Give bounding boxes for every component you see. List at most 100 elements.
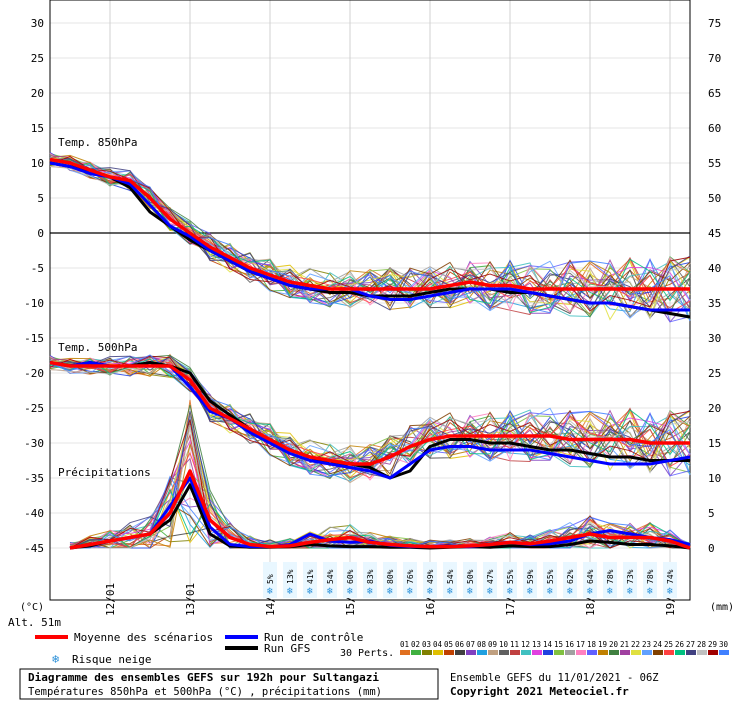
left-tick-label: -10 — [24, 297, 44, 310]
snow-risk-value: 41% — [306, 569, 315, 584]
pert-color-swatch — [543, 650, 553, 655]
pert-color-swatch — [576, 650, 586, 655]
legend-perts-label: 30 Perts. — [340, 648, 394, 659]
snow-risk-cell — [623, 562, 637, 598]
snow-risk-value: 59% — [526, 569, 535, 584]
right-tick-label: 60 — [708, 122, 721, 135]
left-tick-label: -15 — [24, 332, 44, 345]
pert-color-swatch — [532, 650, 542, 655]
pert-color-swatch — [455, 650, 465, 655]
pert-color-swatch — [598, 650, 608, 655]
snow-risk-cell — [263, 562, 277, 598]
pert-number: 11 — [510, 640, 519, 649]
snow-risk-cell — [643, 562, 657, 598]
left-tick-label: -25 — [24, 402, 44, 415]
snowflake-icon: ❄ — [347, 586, 354, 597]
footer-copyright: Copyright 2021 Meteociel.fr — [450, 685, 629, 698]
snowflake-icon: ❄ — [467, 586, 474, 597]
footer-subtitle: Températures 850hPa et 500hPa (°C) , pré… — [28, 686, 382, 698]
snowflake-icon: ❄ — [407, 586, 414, 597]
pert-number: 14 — [543, 640, 553, 649]
snow-risk-value: 49% — [426, 569, 435, 584]
snow-risk-cell — [543, 562, 557, 598]
pert-number: 29 — [708, 640, 717, 649]
pert-color-swatch — [642, 650, 652, 655]
right-tick-label: 55 — [708, 157, 721, 170]
pert-number: 09 — [488, 640, 497, 649]
perturbation-line — [49, 155, 691, 313]
series-line-t500 — [49, 361, 690, 480]
snow-risk-value: 74% — [666, 569, 675, 584]
right-tick-label: 50 — [708, 192, 721, 205]
pert-color-swatch — [664, 650, 674, 655]
right-tick-label: 75 — [708, 17, 721, 30]
footer-title: Diagramme des ensembles GEFS sur 192h po… — [28, 671, 379, 684]
pert-color-swatch — [499, 650, 509, 655]
pert-color-swatch — [488, 650, 498, 655]
snow-risk-value: 60% — [346, 569, 355, 584]
panel-label-t850: Temp. 850hPa — [58, 136, 137, 149]
snow-risk-cell — [323, 562, 337, 598]
snow-risk-value: 80% — [386, 569, 395, 584]
snowflake-icon: ❄ — [567, 586, 574, 597]
snowflake-icon: ❄ — [447, 586, 454, 597]
pert-color-swatch — [675, 650, 685, 655]
snow-risk-value: 76% — [406, 569, 415, 584]
pert-color-swatch — [631, 650, 641, 655]
panel-label-t500: Temp. 500hPa — [58, 341, 137, 354]
left-tick-label: -20 — [24, 367, 44, 380]
snow-risk-value: 62% — [566, 569, 575, 584]
right-tick-label: 15 — [708, 437, 721, 450]
pert-number: 28 — [697, 640, 707, 649]
pert-number: 04 — [433, 640, 443, 649]
pert-color-swatch — [433, 650, 443, 655]
snow-risk-value: 83% — [366, 569, 375, 584]
snow-risk-value: 50% — [466, 569, 475, 584]
snow-risk-cell — [583, 562, 597, 598]
snow-risk-value: 5% — [266, 574, 275, 584]
snow-risk-cell — [403, 562, 417, 598]
pert-number: 05 — [444, 640, 453, 649]
left-tick-label: -35 — [24, 472, 44, 485]
snowflake-icon: ❄ — [327, 586, 334, 597]
pert-color-swatch — [620, 650, 630, 655]
footer-run: Ensemble GEFS du 11/01/2021 - 06Z — [450, 672, 659, 684]
snowflake-icon: ❄ — [487, 586, 494, 597]
pert-color-swatch — [510, 650, 520, 655]
series-line-precip — [69, 469, 691, 550]
snow-risk-value: 55% — [546, 569, 555, 584]
snow-risk-value: 47% — [486, 569, 495, 584]
snow-risk-value: 73% — [626, 569, 635, 584]
snowflake-icon: ❄ — [427, 586, 434, 597]
pert-number: 21 — [620, 640, 629, 649]
pert-number: 08 — [477, 640, 487, 649]
left-tick-label: 0 — [37, 227, 44, 240]
left-axis-unit: (°C) — [20, 602, 44, 613]
pert-number: 07 — [466, 640, 475, 649]
right-tick-label: 35 — [708, 297, 721, 310]
left-tick-label: 30 — [31, 17, 44, 30]
series-line-precip — [69, 483, 691, 550]
snow-risk-cell — [343, 562, 357, 598]
pert-color-swatch — [719, 650, 729, 655]
pert-color-swatch — [708, 650, 718, 655]
pert-color-swatch — [477, 650, 487, 655]
pert-color-swatch — [411, 650, 421, 655]
snow-risk-cell — [383, 562, 397, 598]
pert-number: 13 — [532, 640, 541, 649]
snow-risk-cell — [503, 562, 517, 598]
snowflake-icon: ❄ — [527, 586, 534, 597]
pert-color-swatch — [422, 650, 432, 655]
snowflake-icon: ❄ — [287, 586, 294, 597]
left-tick-label: 20 — [31, 87, 44, 100]
right-tick-label: 25 — [708, 367, 721, 380]
snowflake-icon: ❄ — [667, 586, 674, 597]
left-tick-label: -5 — [31, 262, 44, 275]
legend-gfs-label: Run GFS — [264, 642, 310, 655]
perturbation-line — [49, 354, 691, 478]
pert-color-swatch — [653, 650, 663, 655]
snow-risk-value: 78% — [646, 569, 655, 584]
pert-number: 03 — [422, 640, 431, 649]
snow-risk-cell — [363, 562, 377, 598]
